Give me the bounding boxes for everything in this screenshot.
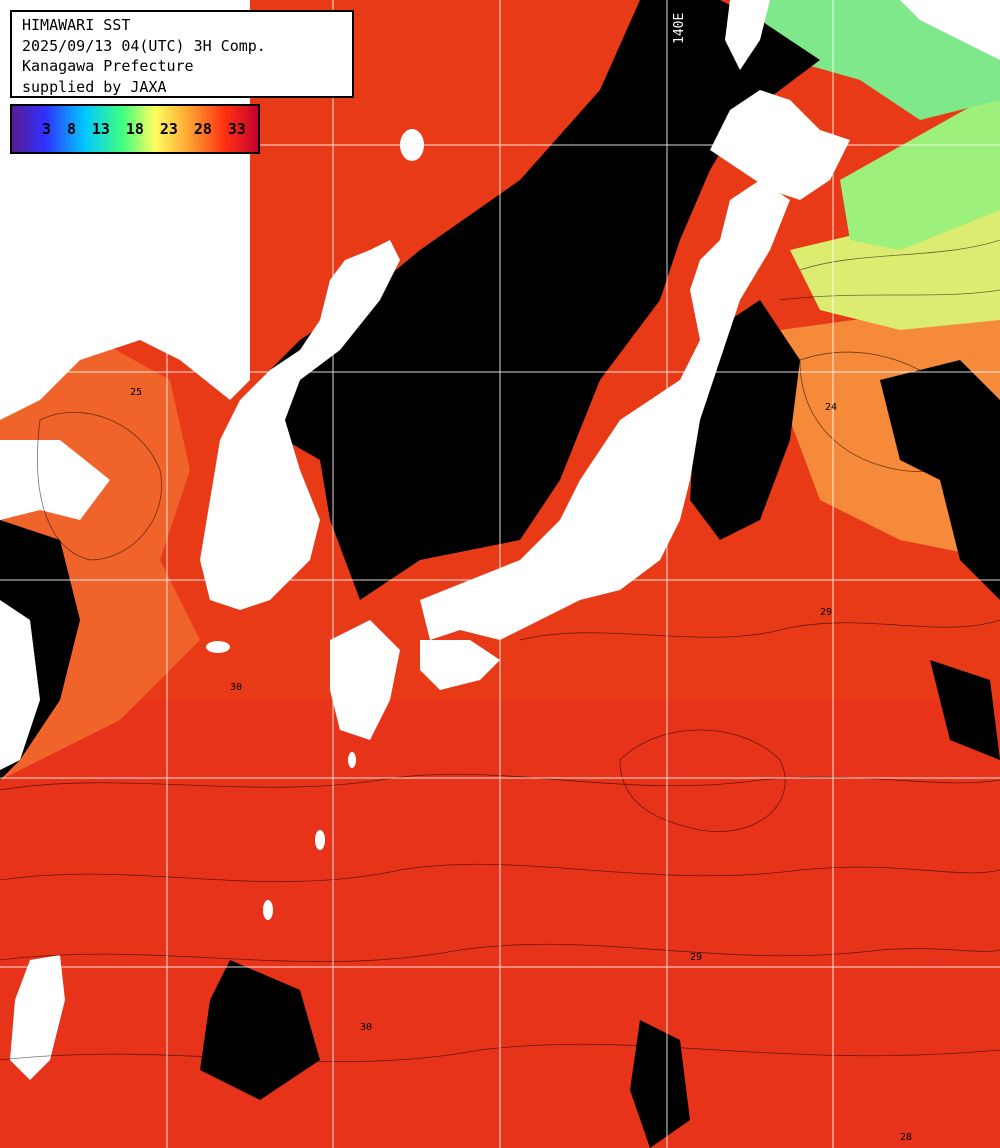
longitude-label-140e: 140E	[672, 12, 687, 44]
land-shikoku	[420, 640, 500, 690]
contour-label: 28	[900, 1132, 912, 1143]
no-data-south-2	[630, 1020, 690, 1148]
legend-tick: 8	[66, 120, 76, 138]
land-china-coast	[0, 600, 40, 770]
land-shandong	[0, 440, 110, 520]
land-ryukyu-2	[263, 900, 273, 920]
contour-label: 29	[690, 952, 702, 963]
land-ryukyu-1	[315, 830, 325, 850]
legend-tick: 3	[41, 120, 51, 138]
land-ryukyu-3	[348, 752, 356, 768]
title-line-datetime: 2025/09/13 04(UTC) 3H Comp.	[22, 36, 266, 55]
title-box: HIMAWARI SST 2025/09/13 04(UTC) 3H Comp.…	[10, 10, 354, 98]
legend-tick: 13	[91, 120, 110, 138]
land-honshu	[420, 180, 790, 640]
land-jeju	[206, 641, 230, 653]
sst-contours	[0, 239, 1000, 1063]
contour-label: 30	[230, 682, 242, 693]
title-line-supplier: supplied by JAXA	[22, 77, 167, 96]
legend-tick: 33	[227, 120, 246, 138]
land-sakhalin	[725, 0, 770, 70]
title-line-product: HIMAWARI SST	[22, 16, 131, 34]
ocean-green-zone	[840, 90, 1000, 250]
legend-tick: 18	[125, 120, 144, 138]
contour-label: 25	[130, 387, 142, 398]
legend-tick: 28	[193, 120, 212, 138]
ocean-okhotsk	[750, 0, 1000, 120]
contour-label: 29	[820, 607, 832, 618]
land-korea	[200, 240, 400, 610]
no-data-sea-of-japan	[250, 0, 820, 600]
land-taiwan	[10, 955, 65, 1080]
legend: 3 8 13 18 23 28 33	[10, 104, 260, 154]
contour-label: 30	[360, 1022, 372, 1033]
title-line-region: Kanagawa Prefecture	[22, 57, 194, 75]
land-kuril	[900, 0, 1000, 60]
no-data-east	[930, 660, 1000, 760]
legend-tick: 23	[159, 120, 178, 138]
legend-colorbar	[10, 104, 260, 154]
ocean-yellow-zone	[790, 200, 1000, 330]
contour-labels: 25 24 29 30 29 30 28	[130, 387, 912, 1143]
no-data-south	[200, 960, 320, 1100]
contour-label: 24	[825, 402, 837, 413]
land-kyushu	[330, 620, 400, 740]
